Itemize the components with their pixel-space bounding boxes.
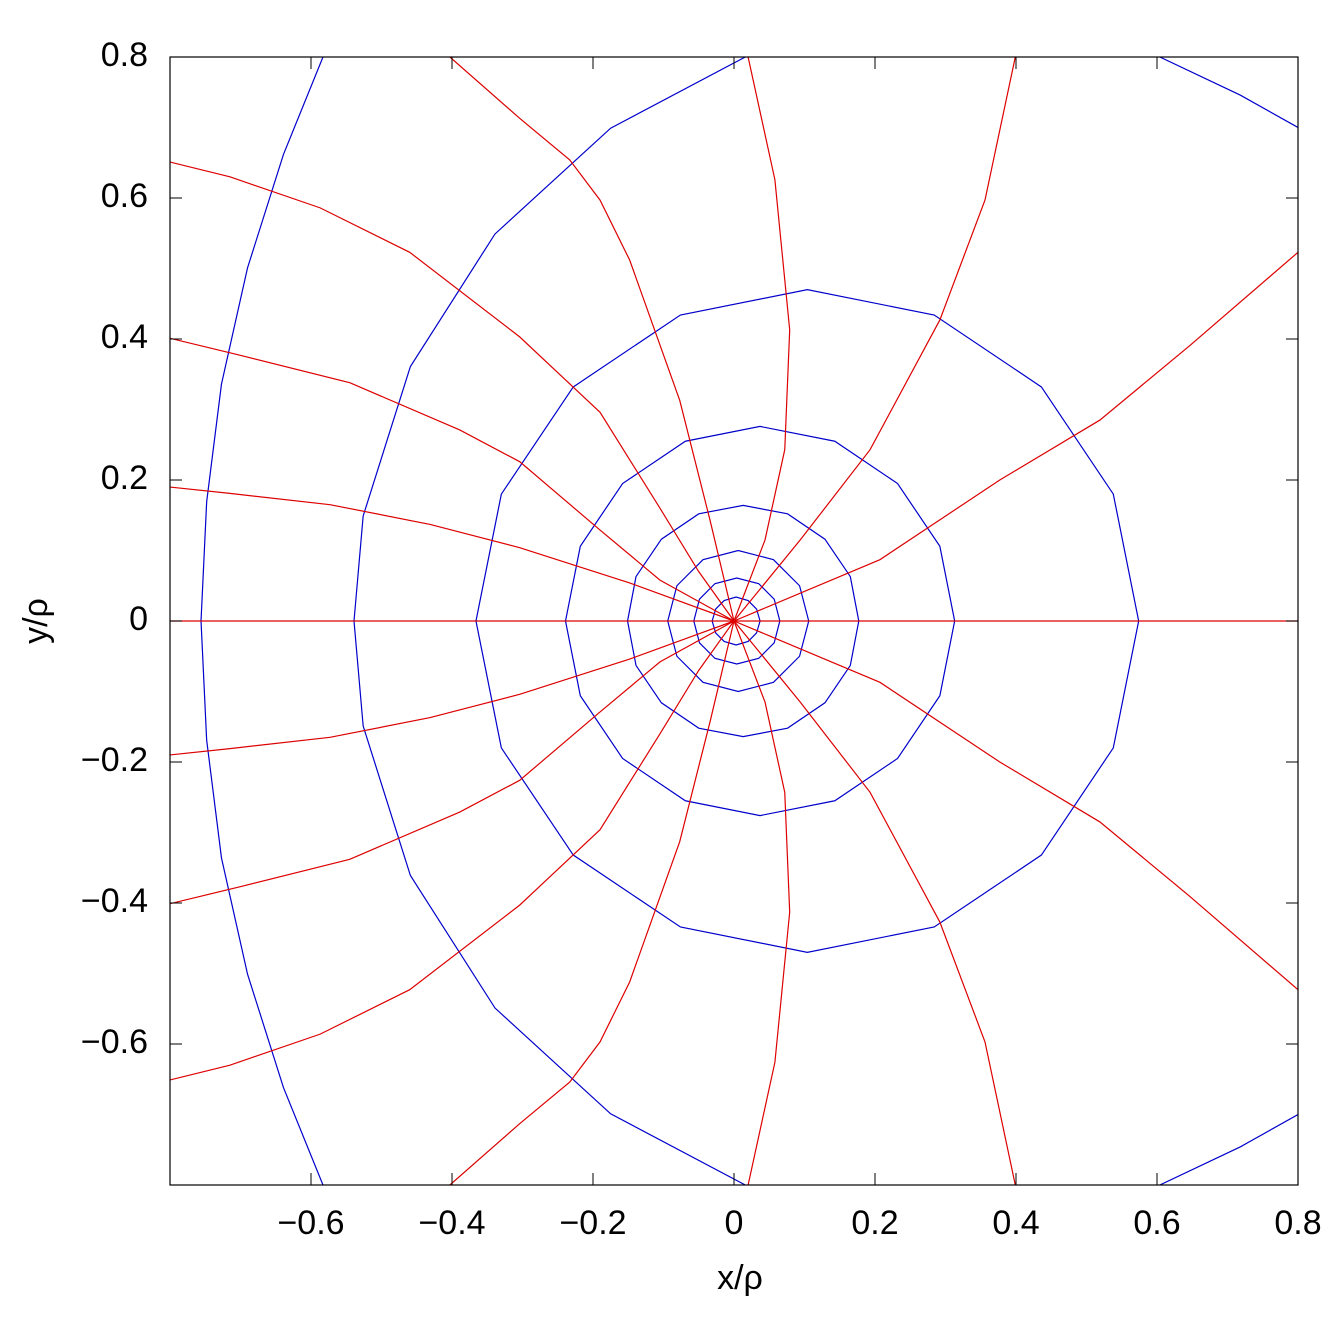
field-curve (170, 620, 735, 905)
x-tick-label: −0.2 (559, 1204, 626, 1242)
y-tick-label: 0.6 (101, 177, 148, 215)
field-curve (733, 620, 791, 1185)
field-curve (170, 620, 735, 756)
field-curve (1159, 1113, 1298, 1185)
field-curve (170, 161, 735, 622)
y-tick-label: 0.2 (101, 459, 148, 497)
x-tick-label: 0.8 (1274, 1204, 1321, 1242)
field-curve (449, 57, 735, 622)
field-curve (449, 620, 735, 1185)
field-curve (170, 486, 735, 622)
y-tick-label: 0 (129, 600, 148, 638)
field-curve (170, 337, 735, 622)
plot-area (170, 57, 1298, 1185)
x-axis-label: x/ρ (717, 1259, 763, 1297)
field-curve (733, 57, 1016, 622)
field-curve (733, 251, 1298, 622)
field-curve (733, 620, 1016, 1185)
field-curve (1159, 57, 1298, 129)
x-tick-label: −0.4 (418, 1204, 485, 1242)
x-tick-label: −0.6 (277, 1204, 344, 1242)
x-tick-label: 0.2 (851, 1204, 898, 1242)
field-curve (170, 620, 735, 1081)
y-axis-label: y/ρ (17, 598, 55, 644)
y-tick-label: 0.4 (101, 318, 148, 356)
y-tick-label: −0.6 (81, 1023, 148, 1061)
x-tick-label: 0.6 (1133, 1204, 1180, 1242)
x-tick-label: 0 (725, 1204, 744, 1242)
y-tick-label: −0.2 (81, 741, 148, 779)
field-curve (733, 620, 1298, 991)
y-tick-label: −0.4 (81, 882, 148, 920)
x-tick-label: 0.4 (992, 1204, 1039, 1242)
y-tick-label: 0.8 (101, 36, 148, 74)
field-curve (733, 57, 791, 622)
